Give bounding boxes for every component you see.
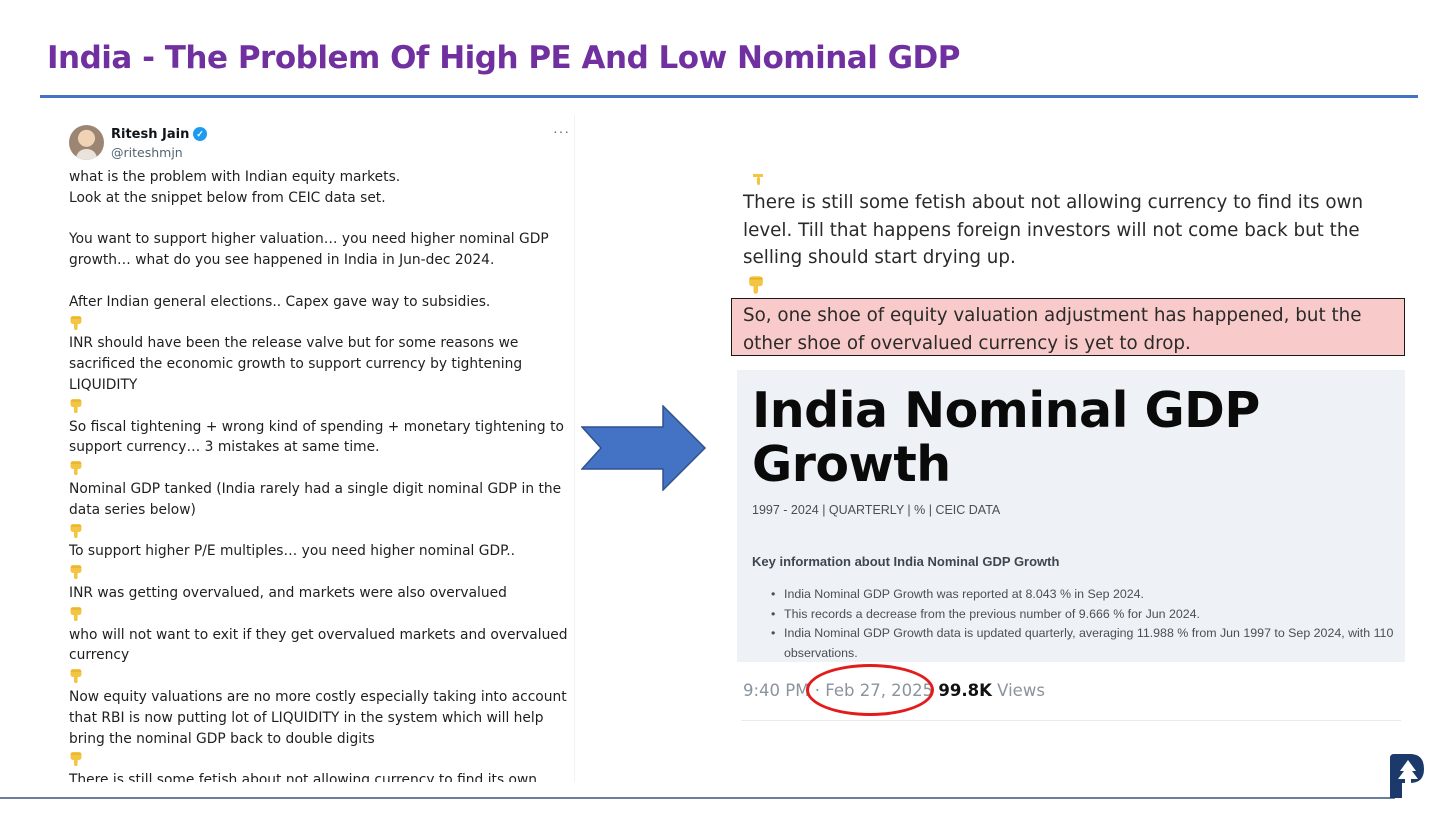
list-item: This records a decrease from the previou…	[771, 605, 1394, 625]
slide-title: India - The Problem Of High PE And Low N…	[47, 40, 961, 76]
snippet-line: selling should start drying up.	[743, 247, 1016, 269]
tweet-line: To support higher P/E multiples… you nee…	[69, 543, 516, 560]
tweet-card: Ritesh Jain ✓ @riteshmjn ··· what is the…	[58, 115, 575, 782]
ceic-title-line: Growth	[752, 436, 951, 493]
snippet-line: There is still some fetish about not all…	[743, 192, 1364, 213]
tweet-line: INR should have been the release valve b…	[69, 335, 519, 352]
tweet-line: growth… what do you see happened in Indi…	[69, 252, 495, 269]
tweet-time: 9:40 PM	[743, 681, 810, 700]
pointing-down-line	[69, 313, 559, 334]
author-handle[interactable]: @riteshmjn	[111, 145, 183, 160]
tweet-line: INR was getting overvalued, and markets …	[69, 584, 507, 601]
verified-badge-icon: ✓	[193, 127, 207, 141]
highlight-line: other shoe of overvalued currency is yet…	[743, 332, 1191, 354]
highlight-line: So, one shoe of equity valuation adjustm…	[743, 305, 1362, 326]
tweet-line: Look at the snippet below from CEIC data…	[69, 189, 386, 206]
snippet-text: There is still some fetish about not all…	[743, 189, 1383, 272]
tweet-line: Now equity valuations are no more costly…	[69, 688, 567, 705]
pointing-down-icon	[749, 276, 763, 294]
title-divider	[40, 95, 1418, 98]
divider	[741, 720, 1401, 721]
views-count: 99.8K	[938, 681, 992, 700]
list-item: India Nominal GDP Growth was reported at…	[771, 585, 1394, 605]
pointing-down-icon	[69, 668, 83, 684]
pointing-down-icon	[69, 606, 83, 622]
tweet-line: LIQUIDITY	[69, 376, 138, 393]
pointing-down-line	[69, 562, 559, 583]
tweet-line: bring the nominal GDP back to double dig…	[69, 730, 375, 747]
tweet-line: support currency… 3 mistakes at same tim…	[69, 439, 380, 456]
author-name[interactable]: Ritesh Jain	[111, 127, 190, 142]
ceic-bullet-list: India Nominal GDP Growth was reported at…	[771, 585, 1394, 663]
pointing-down-line	[69, 604, 559, 625]
tweet-line: sacrificed the economic growth to suppor…	[69, 356, 523, 373]
ceic-data-card: India Nominal GDP Growth 1997 - 2024 | Q…	[737, 370, 1405, 662]
snippet-line: level. Till that happens foreign investo…	[743, 219, 1360, 241]
tweet-line: So fiscal tightening + wrong kind of spe…	[69, 418, 564, 435]
tweet-line: what is the problem with Indian equity m…	[69, 169, 401, 185]
ceic-title-line: India Nominal GDP	[752, 382, 1260, 439]
pointing-down-line	[69, 458, 559, 479]
footer-divider	[0, 797, 1395, 799]
avatar[interactable]	[69, 125, 104, 160]
tweet-line: Nominal GDP tanked (India rarely had a s…	[69, 480, 562, 497]
pointing-down-icon	[69, 523, 83, 539]
brand-logo-icon	[1390, 754, 1424, 798]
right-arrow-icon	[581, 405, 707, 491]
date-highlight-oval	[806, 664, 934, 716]
ceic-subtitle: 1997 - 2024 | QUARTERLY | % | CEIC DATA	[752, 503, 1001, 517]
pointing-down-icon	[69, 315, 83, 331]
pointing-down-icon	[753, 174, 763, 185]
tweet-line: After Indian general elections.. Capex g…	[69, 293, 491, 310]
tweet-line: You want to support higher valuation… yo…	[69, 231, 549, 248]
pointing-down-icon	[69, 751, 83, 767]
ceic-title: India Nominal GDP Growth	[752, 384, 1260, 492]
tweet-line: data series below)	[69, 501, 196, 518]
list-item: India Nominal GDP Growth data is updated…	[771, 624, 1394, 663]
tweet-line: currency	[69, 647, 130, 664]
line-gap	[69, 209, 559, 230]
more-options-icon[interactable]: ···	[553, 123, 570, 139]
tweet-line: There is still some fetish about not all…	[69, 772, 537, 782]
tweet-header: Ritesh Jain ✓ @riteshmjn ···	[69, 115, 574, 167]
tweet-line: that RBI is now putting lot of LIQUIDITY…	[69, 709, 544, 726]
tweet-line: who will not want to exit if they get ov…	[69, 626, 568, 643]
line-gap	[69, 271, 559, 292]
pointing-down-line	[69, 749, 559, 770]
highlighted-quote: So, one shoe of equity valuation adjustm…	[731, 298, 1405, 356]
pointing-down-icon	[69, 564, 83, 580]
pointing-down-line	[69, 521, 559, 542]
pointing-down-icon	[69, 398, 83, 414]
ceic-key-heading: Key information about India Nominal GDP …	[752, 554, 1060, 569]
views-label: Views	[997, 681, 1045, 700]
pointing-down-icon	[69, 460, 83, 476]
pointing-down-line	[69, 396, 559, 417]
tweet-body: what is the problem with Indian equity m…	[69, 167, 568, 782]
pointing-down-line	[69, 666, 559, 687]
